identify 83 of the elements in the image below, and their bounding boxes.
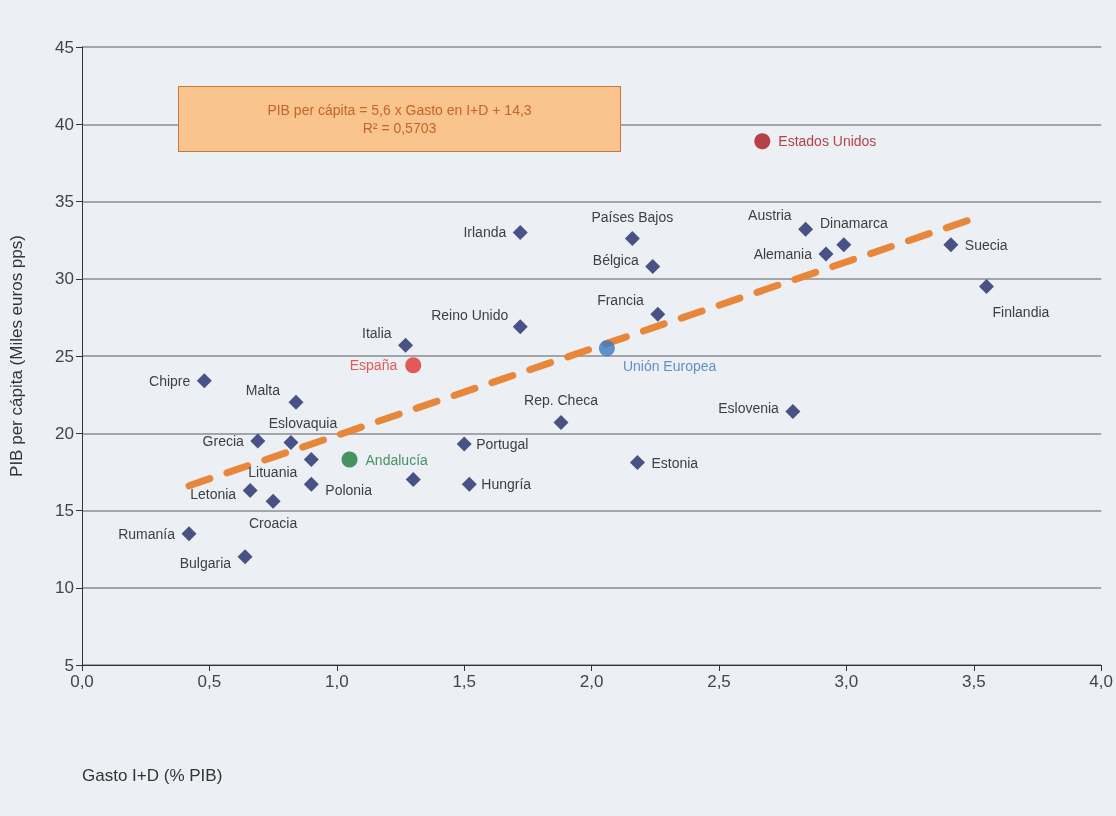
point <box>250 433 266 449</box>
annotation: Grecia <box>202 432 245 449</box>
point <box>798 221 814 237</box>
x-tick-label: 0,0 <box>70 672 94 691</box>
y-tick-label: 45 <box>55 37 74 57</box>
annotation: Eslovenia <box>718 399 780 416</box>
point <box>456 436 472 452</box>
point <box>818 246 834 262</box>
annotation: Portugal <box>476 436 529 453</box>
point <box>650 306 666 322</box>
point <box>237 549 253 565</box>
y-tick-label: 40 <box>55 114 74 134</box>
annotation: Rep. Checa <box>524 392 599 409</box>
point <box>405 472 421 488</box>
point <box>265 493 281 509</box>
x-tick-label: 3,5 <box>961 672 986 691</box>
annotation: Suecia <box>964 236 1008 253</box>
point <box>288 394 304 410</box>
annotation: Polonia <box>325 482 373 499</box>
point <box>785 404 801 420</box>
point <box>242 482 258 498</box>
y-tick-label: 30 <box>55 269 74 289</box>
point <box>979 278 995 294</box>
point <box>624 231 640 247</box>
annotation: Estonia <box>651 454 699 471</box>
annotation: Reino Unido <box>431 306 509 323</box>
point <box>553 414 569 430</box>
series-label: España <box>349 357 398 374</box>
point <box>645 258 661 274</box>
y-tick-label: 20 <box>55 423 74 443</box>
x-tick-label: 3,0 <box>834 672 859 691</box>
annotation: Irlanda <box>463 224 507 241</box>
point <box>943 237 959 253</box>
x-tick-label: 4,0 <box>1089 672 1113 691</box>
point <box>629 455 645 471</box>
point <box>405 357 422 374</box>
annotation: Letonia <box>190 486 237 503</box>
point <box>196 373 212 389</box>
y-tick-label: 15 <box>55 501 74 520</box>
annotation: Hungría <box>481 476 532 493</box>
annotation: Dinamarca <box>819 214 888 231</box>
x-tick-label: 2,5 <box>707 672 731 691</box>
annotation: Croacia <box>248 515 298 532</box>
point <box>303 452 319 468</box>
series-label: Unión Europea <box>622 358 717 375</box>
series-label: Estados Unidos <box>778 133 877 150</box>
series-label: Andalucía <box>365 451 429 468</box>
x-tick-label: 2,0 <box>579 672 604 691</box>
y-tick-label: 5 <box>64 655 74 675</box>
point <box>303 476 319 492</box>
point <box>283 435 299 451</box>
point <box>398 337 414 353</box>
y-axis-title: PIB per cápita (Miles euros pps) <box>7 235 26 477</box>
annotation: Bulgaria <box>179 554 232 571</box>
x-tick-label: 1,0 <box>324 672 349 691</box>
x-tick-label: 1,5 <box>452 672 477 691</box>
equation-box: PIB per cápita = 5,6 x Gasto en I+D + 14,3 R² = 0,5703 <box>178 86 621 152</box>
point <box>836 237 852 253</box>
point <box>461 476 477 492</box>
point <box>341 451 358 468</box>
annotation: Países Bajos <box>591 208 674 225</box>
point <box>598 340 615 357</box>
annotation: Chipre <box>149 372 191 389</box>
annotation: Eslovaquia <box>268 414 338 431</box>
annotation: Francia <box>597 292 645 309</box>
point <box>512 224 528 240</box>
annotation: Alemania <box>753 246 813 263</box>
y-tick-label: 35 <box>55 192 74 211</box>
annotation: Malta <box>245 382 281 399</box>
annotation: PIB per cápita = 5,6 x Gasto en I+D + 14,3 R² = 0,5703 <box>266 101 533 137</box>
x-axis-title: Gasto I+D (% PIB) <box>82 765 223 785</box>
annotation: Austria <box>748 207 792 224</box>
point <box>512 319 528 335</box>
point <box>181 526 197 542</box>
annotation: Italia <box>362 325 392 342</box>
annotation: Lituania <box>248 463 298 480</box>
x-tick-label: 0,5 <box>197 672 222 691</box>
point <box>754 133 771 150</box>
y-tick-label: 10 <box>55 578 74 598</box>
annotation: Finlandia <box>992 304 1050 321</box>
annotation: Bélgica <box>592 252 639 269</box>
annotation: Rumanía <box>118 525 176 542</box>
y-tick-label: 25 <box>55 346 74 366</box>
